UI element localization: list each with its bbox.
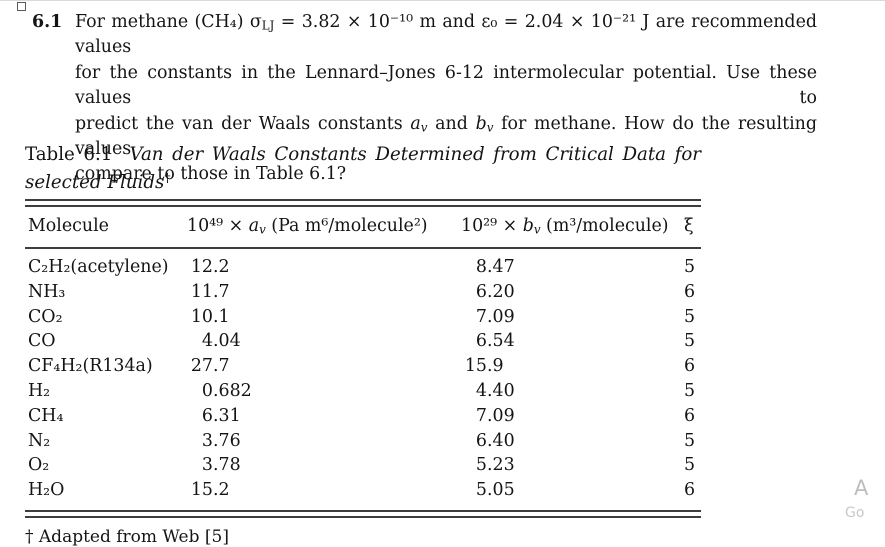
problem-line-2: for the constants in the Lennard–Jones 6… <box>75 62 817 109</box>
bv-cell: 4.40 <box>475 380 515 401</box>
table-row: CO 4.04 6.54 5 <box>25 329 701 354</box>
table-header-row: Molecule 10⁴⁹ × av (Pa m⁶/molecule²) 10²… <box>25 207 701 247</box>
xi-cell: 5 <box>684 455 696 476</box>
table-caption: Table 6.1 Van der Waals Constants Determ… <box>25 141 701 196</box>
av-cell: 6.31 <box>201 405 241 426</box>
table-row: NH₃ 11.7 6.20 6 <box>25 280 701 305</box>
table-row: H₂ 0.682 4.40 5 <box>25 379 701 404</box>
av-cell: 12.2 <box>190 257 230 277</box>
av-cell: 4.04 <box>201 331 241 352</box>
molecule-cell: CF₄H₂(R134a) <box>28 356 153 377</box>
bv-cell: 7.09 <box>475 405 515 426</box>
table-row: H₂O 15.2 5.05 6 <box>25 478 701 503</box>
molecule-cell: C₂H₂(acetylene) <box>28 257 169 277</box>
table-body: C₂H₂(acetylene) 12.2 8.47 5 NH₃ 11.7 6.2… <box>25 249 701 510</box>
molecule-cell: CO₂ <box>28 306 63 327</box>
av-cell: 10.1 <box>190 306 230 327</box>
table-footnote: † Adapted from Web [5] <box>25 527 229 547</box>
column-header-molecule: Molecule <box>28 216 109 237</box>
molecule-cell: N₂ <box>28 430 51 451</box>
watermark-fragment-2: Go <box>845 505 865 521</box>
av-cell: 3.76 <box>201 430 241 451</box>
placeholder-square-icon <box>17 2 26 11</box>
av-cell: 3.78 <box>201 455 241 476</box>
xi-cell: 6 <box>684 405 696 426</box>
column-header-xi: ξ <box>684 216 694 237</box>
molecule-cell: NH₃ <box>28 281 66 302</box>
xi-cell: 6 <box>684 281 696 302</box>
table-row: N₂ 3.76 6.40 5 <box>25 429 701 454</box>
av-cell: 0.682 <box>201 380 252 401</box>
xi-cell: 6 <box>684 356 696 377</box>
table-rule-top <box>25 199 701 207</box>
xi-cell: 5 <box>684 430 696 451</box>
av-cell: 15.2 <box>190 480 230 501</box>
xi-cell: 5 <box>684 306 696 327</box>
problem-line-1: For methane (CH₄) σLJ = 3.82 × 10⁻¹⁰ m a… <box>75 12 817 58</box>
table-row: CO₂ 10.1 7.09 5 <box>25 305 701 330</box>
xi-cell: 6 <box>684 480 696 501</box>
table-caption-line-1: Table 6.1 Van der Waals Constants Determ… <box>25 144 701 165</box>
molecule-cell: CH₄ <box>28 405 64 426</box>
bv-cell: 6.40 <box>475 430 515 451</box>
bv-cell: 7.09 <box>475 306 515 327</box>
table-row: CF₄H₂(R134a) 27.7 15.9 6 <box>25 354 701 379</box>
problem-statement: 6.1 For methane (CH₄) σLJ = 3.82 × 10⁻¹⁰… <box>32 10 822 188</box>
xi-cell: 5 <box>684 257 696 277</box>
bv-cell: 8.47 <box>475 257 515 277</box>
xi-cell: 5 <box>684 331 696 352</box>
molecule-cell: CO <box>28 331 56 352</box>
bv-cell: 6.54 <box>475 331 515 352</box>
top-border <box>0 0 885 1</box>
bv-cell: 15.9 <box>464 356 504 377</box>
av-cell: 11.7 <box>190 281 230 302</box>
problem-line-3: predict the van der Waals constants av a… <box>75 113 817 160</box>
table-rule-header <box>25 247 701 249</box>
bv-cell: 5.05 <box>475 480 515 501</box>
problem-text: For methane (CH₄) σLJ = 3.82 × 10⁻¹⁰ m a… <box>75 10 817 188</box>
table-row: C₂H₂(acetylene) 12.2 8.47 5 <box>25 255 701 280</box>
column-header-av: 10⁴⁹ × av (Pa m⁶/molecule²) <box>187 216 428 237</box>
table-rule-bottom <box>25 509 701 518</box>
problem-line-4: compare to those in Table 6.1? <box>75 164 347 185</box>
xi-cell: 5 <box>684 380 696 401</box>
vdw-constants-table: Molecule 10⁴⁹ × av (Pa m⁶/molecule²) 10²… <box>25 199 701 518</box>
bv-cell: 5.23 <box>475 455 515 476</box>
av-cell: 27.7 <box>190 356 230 377</box>
watermark-fragment-1: A <box>854 476 869 500</box>
column-header-bv: 10²⁹ × bv (m³/molecule) <box>461 216 669 237</box>
table-row: O₂ 3.78 5.23 5 <box>25 453 701 478</box>
bv-cell: 6.20 <box>475 281 515 302</box>
molecule-cell: H₂O <box>28 480 65 501</box>
molecule-cell: H₂ <box>28 380 51 401</box>
table-caption-line-2: selected Fluids† <box>25 170 171 193</box>
problem-number: 6.1 <box>32 12 63 32</box>
molecule-cell: O₂ <box>28 455 50 476</box>
table-row: CH₄ 6.31 7.09 6 <box>25 404 701 429</box>
